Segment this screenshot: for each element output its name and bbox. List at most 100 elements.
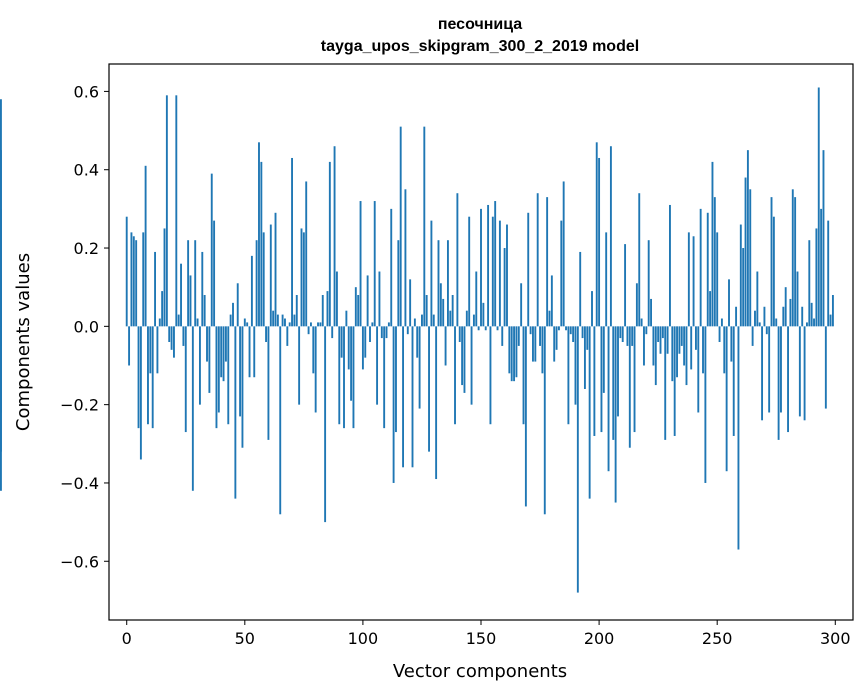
bar <box>522 326 525 425</box>
bar <box>390 208 393 327</box>
bar <box>343 326 345 429</box>
bar <box>213 220 216 327</box>
bar <box>742 248 745 327</box>
y-tick-label: −0.6 <box>60 552 99 571</box>
bar <box>501 326 504 346</box>
bar <box>359 201 362 327</box>
bar <box>458 326 461 342</box>
bar <box>704 326 707 483</box>
bar <box>158 318 161 327</box>
bar <box>694 326 697 350</box>
bar <box>250 255 253 327</box>
bar <box>196 318 199 327</box>
bar <box>744 177 747 327</box>
bar <box>607 326 610 472</box>
bar <box>328 161 331 327</box>
bar <box>659 326 662 354</box>
bar <box>421 314 423 327</box>
bar <box>784 287 787 327</box>
bar <box>673 326 676 436</box>
bar <box>711 161 714 327</box>
bar <box>586 326 589 350</box>
bar <box>161 291 164 327</box>
bar <box>664 326 667 440</box>
bar <box>345 310 348 327</box>
bar <box>302 232 305 327</box>
bar <box>690 326 693 370</box>
bar <box>187 240 190 327</box>
x-tick-label: 300 <box>820 629 851 648</box>
bar <box>284 318 286 327</box>
bar <box>444 326 447 366</box>
bar <box>298 326 301 405</box>
bar <box>716 232 719 327</box>
bar <box>706 212 709 327</box>
bar <box>794 197 797 327</box>
bar <box>463 326 466 393</box>
bar <box>191 326 194 491</box>
bar <box>806 322 808 327</box>
bar <box>555 326 558 350</box>
bar <box>496 326 499 331</box>
bar <box>229 314 232 327</box>
bar <box>687 232 690 327</box>
bar <box>702 326 704 374</box>
bar <box>553 326 556 362</box>
bar <box>340 326 343 358</box>
y-tick-label: 0.4 <box>74 161 99 180</box>
bar <box>631 326 634 346</box>
bar <box>446 240 449 327</box>
bar <box>165 95 168 327</box>
bar <box>657 326 660 342</box>
bar <box>574 326 577 405</box>
bar <box>291 157 293 327</box>
chart-subtitle: tayga_upos_skipgram_300_2_2019 model <box>321 38 639 55</box>
bar <box>527 212 530 327</box>
bar <box>666 326 669 354</box>
bar <box>468 216 471 327</box>
chart-title: песочница <box>438 16 522 33</box>
y-axis-label: Components values <box>13 253 34 431</box>
bar <box>737 326 740 550</box>
bar <box>614 326 617 503</box>
bar <box>324 326 327 523</box>
bar <box>628 326 631 448</box>
bar <box>524 326 527 507</box>
y-tick-label: 0.2 <box>74 239 99 258</box>
bar <box>276 314 279 327</box>
bar <box>529 326 532 335</box>
bar <box>236 283 239 327</box>
bar <box>286 326 289 346</box>
bar <box>782 306 785 327</box>
bar <box>262 232 265 327</box>
bar <box>508 326 511 374</box>
bar <box>326 291 329 327</box>
bar <box>565 326 567 331</box>
bar <box>350 326 353 401</box>
bar <box>482 302 485 327</box>
bar <box>369 326 371 342</box>
bar <box>371 322 374 327</box>
bar <box>600 326 603 433</box>
bar <box>732 326 735 436</box>
bar <box>361 326 364 370</box>
bar <box>541 326 544 374</box>
bar <box>0 326 2 491</box>
bar <box>572 326 575 342</box>
bar <box>770 197 773 327</box>
bar <box>593 326 596 436</box>
bar <box>798 326 801 417</box>
bar <box>373 201 376 327</box>
bar <box>609 146 612 327</box>
bar <box>203 295 206 327</box>
bar <box>352 326 355 429</box>
bar <box>475 271 478 327</box>
bar <box>293 314 296 327</box>
bar <box>612 326 615 440</box>
bar <box>206 326 208 362</box>
bar <box>498 220 501 327</box>
bar <box>354 287 357 327</box>
bar <box>269 224 272 327</box>
bar <box>487 204 490 327</box>
